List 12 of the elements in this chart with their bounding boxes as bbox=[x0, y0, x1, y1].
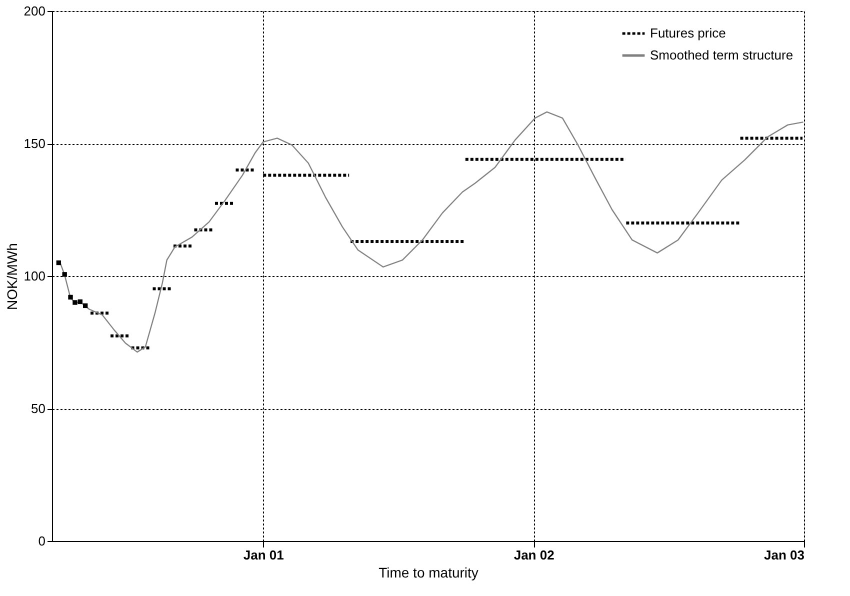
y-tick-label: 100 bbox=[24, 268, 46, 284]
x-tick-label: Jan 03 bbox=[764, 548, 804, 562]
legend-label: Smoothed term structure bbox=[650, 48, 794, 62]
x-tick-label: Jan 01 bbox=[243, 548, 284, 562]
y-axis-title: NOK/MWh bbox=[4, 243, 20, 310]
y-tick-label: 50 bbox=[31, 401, 46, 416]
y-tick-label: 150 bbox=[24, 136, 46, 151]
y-tick-label: 200 bbox=[24, 4, 46, 18]
legend-label: Futures price bbox=[650, 26, 726, 40]
x-tick-label: Jan 02 bbox=[514, 548, 554, 562]
x-axis-title: Time to maturity bbox=[378, 564, 478, 580]
y-tick-label: 0 bbox=[38, 534, 46, 548]
